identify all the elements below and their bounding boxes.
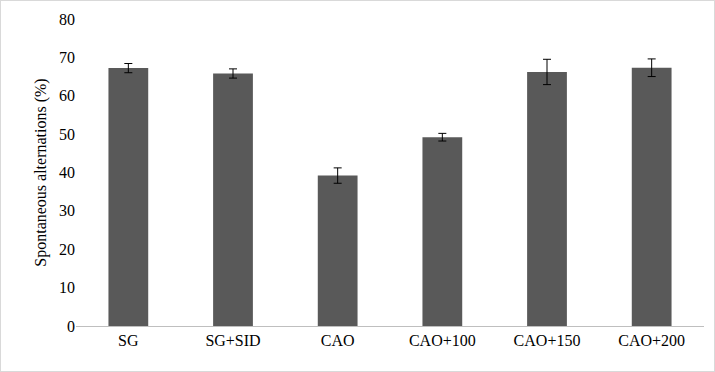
svg-text:CAO+200: CAO+200: [618, 332, 685, 349]
svg-text:SG+SID: SG+SID: [205, 332, 260, 349]
svg-text:60: 60: [59, 87, 75, 104]
svg-text:20: 20: [59, 241, 75, 258]
svg-text:50: 50: [59, 126, 75, 143]
svg-text:CAO: CAO: [321, 332, 355, 349]
svg-text:0: 0: [67, 318, 75, 335]
svg-text:10: 10: [59, 279, 75, 296]
svg-text:CAO+150: CAO+150: [514, 332, 581, 349]
svg-text:80: 80: [59, 11, 75, 28]
svg-text:SG: SG: [118, 332, 139, 349]
svg-text:CAO+100: CAO+100: [409, 332, 476, 349]
svg-text:Spontaneous alternations (%): Spontaneous alternations (%): [32, 78, 50, 266]
svg-text:30: 30: [59, 202, 75, 219]
svg-text:40: 40: [59, 164, 75, 181]
svg-text:70: 70: [59, 49, 75, 66]
